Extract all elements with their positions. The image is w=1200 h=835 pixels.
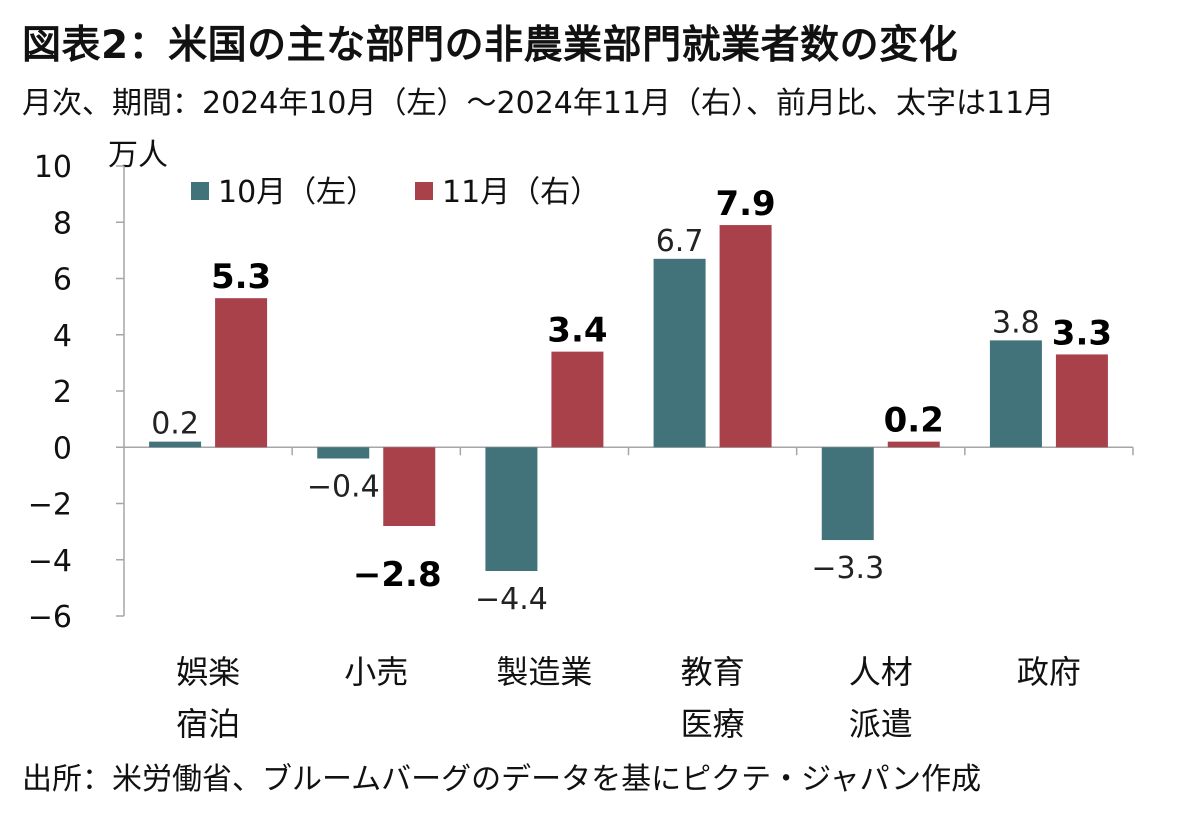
- legend-swatch-nov: [415, 182, 433, 200]
- bar-oct: [149, 441, 202, 448]
- data-label-oct: 3.8: [992, 305, 1040, 340]
- data-label-oct: 0.2: [151, 407, 199, 442]
- data-label-oct: −0.4: [307, 470, 380, 505]
- bar-nov: [551, 351, 604, 448]
- y-tick-label: 8: [53, 206, 72, 241]
- y-tick-label: 2: [53, 375, 72, 410]
- bar-nov: [1055, 354, 1108, 448]
- y-tick-label: −6: [28, 600, 72, 635]
- legend-swatch-oct: [191, 182, 209, 200]
- y-tick-label: −4: [28, 544, 72, 579]
- x-category-label: 娯楽: [176, 653, 240, 691]
- data-label-nov: 3.3: [1052, 313, 1112, 353]
- data-label-nov: −2.8: [353, 555, 442, 595]
- bar-nov: [719, 225, 772, 448]
- x-category-label: 製造業: [496, 653, 592, 691]
- x-category-label: 派遣: [849, 705, 913, 743]
- data-label-nov: 0.2: [884, 401, 944, 441]
- bar-oct: [989, 340, 1042, 448]
- bar-nov: [383, 447, 436, 526]
- data-label-nov: 3.4: [547, 311, 607, 351]
- legend-label-oct: 10月（左）: [218, 175, 376, 210]
- data-label-oct: −4.4: [475, 582, 548, 617]
- x-category-label: 医療: [681, 705, 745, 743]
- x-category-label: 小売: [344, 653, 408, 691]
- y-tick-label: 6: [53, 263, 72, 298]
- chart-subtitle: 月次、期間：2024年10月（左）～2024年11月（右）、前月比、太字は11月: [22, 86, 1055, 121]
- x-category-label: 宿泊: [176, 705, 240, 743]
- bar-oct: [485, 447, 538, 571]
- y-axis-unit: 万人: [108, 138, 168, 173]
- y-tick-label: 10: [34, 150, 72, 185]
- data-label-nov: 7.9: [715, 184, 775, 224]
- source-note: 出所：米労働省、ブルームバーグのデータを基にピクテ・ジャパン作成: [22, 762, 982, 797]
- data-label-oct: −3.3: [811, 551, 884, 586]
- x-category-label: 政府: [1017, 653, 1081, 691]
- x-category-label: 人材: [849, 653, 913, 691]
- x-category-label: 教育: [681, 653, 745, 691]
- bar-nov: [215, 298, 268, 448]
- chart-title: 図表2：米国の主な部門の非農業部門就業者数の変化: [22, 23, 959, 68]
- bar-oct: [317, 447, 370, 459]
- data-label-nov: 5.3: [211, 257, 271, 297]
- y-tick-label: 4: [53, 319, 72, 354]
- bar-nov: [887, 441, 940, 448]
- bar-oct: [821, 447, 874, 541]
- data-label-oct: 6.7: [656, 224, 704, 259]
- y-tick-label: −2: [28, 488, 72, 523]
- bar-oct: [653, 258, 706, 448]
- legend-label-nov: 11月（右）: [442, 175, 600, 210]
- y-tick-label: 0: [53, 431, 72, 466]
